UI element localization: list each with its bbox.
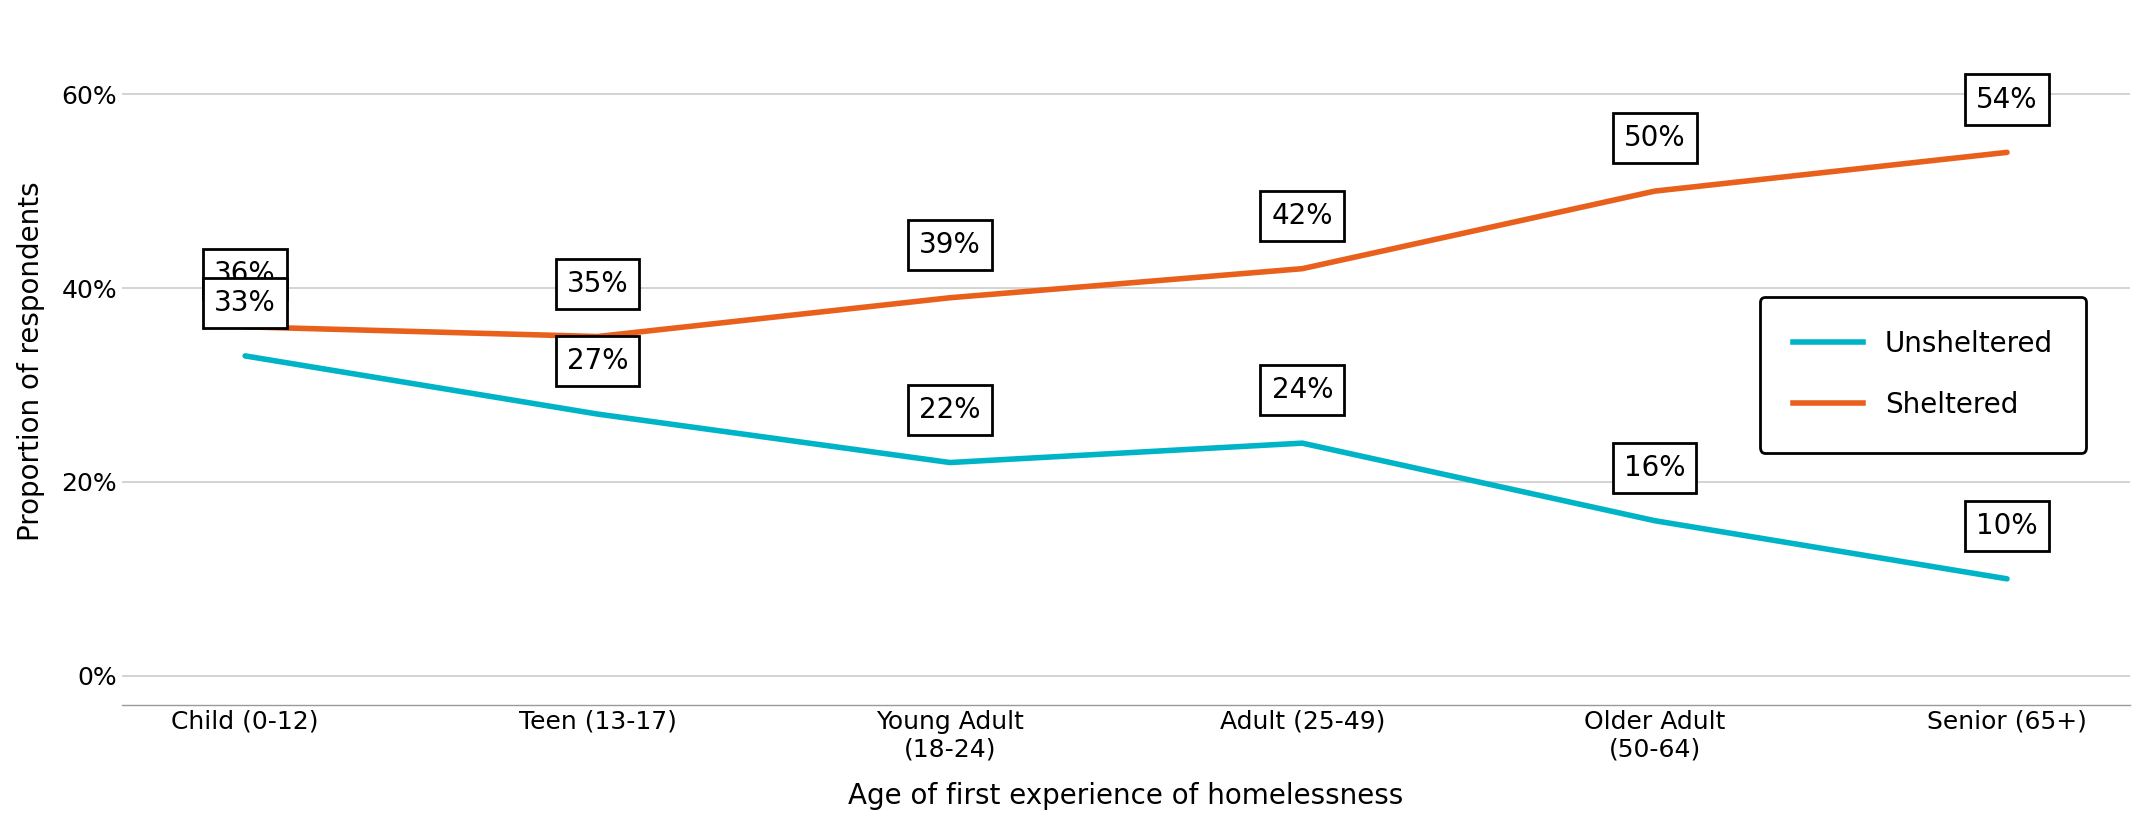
Text: 22%: 22% — [919, 396, 981, 423]
Text: 27%: 27% — [567, 347, 629, 375]
Text: 24%: 24% — [1271, 376, 1333, 404]
Text: 10%: 10% — [1975, 512, 2038, 540]
Text: 54%: 54% — [1975, 85, 2038, 113]
Y-axis label: Proportion of respondents: Proportion of respondents — [17, 181, 45, 541]
Text: 39%: 39% — [919, 231, 981, 259]
Text: 50%: 50% — [1623, 124, 1685, 152]
Text: 36%: 36% — [215, 260, 277, 288]
Text: 42%: 42% — [1271, 202, 1333, 230]
Text: 33%: 33% — [215, 289, 277, 317]
X-axis label: Age of first experience of homelessness: Age of first experience of homelessness — [848, 782, 1404, 810]
Legend: Unsheltered, Sheltered: Unsheltered, Sheltered — [1761, 297, 2087, 452]
Text: 16%: 16% — [1623, 454, 1685, 482]
Text: 35%: 35% — [567, 270, 629, 298]
